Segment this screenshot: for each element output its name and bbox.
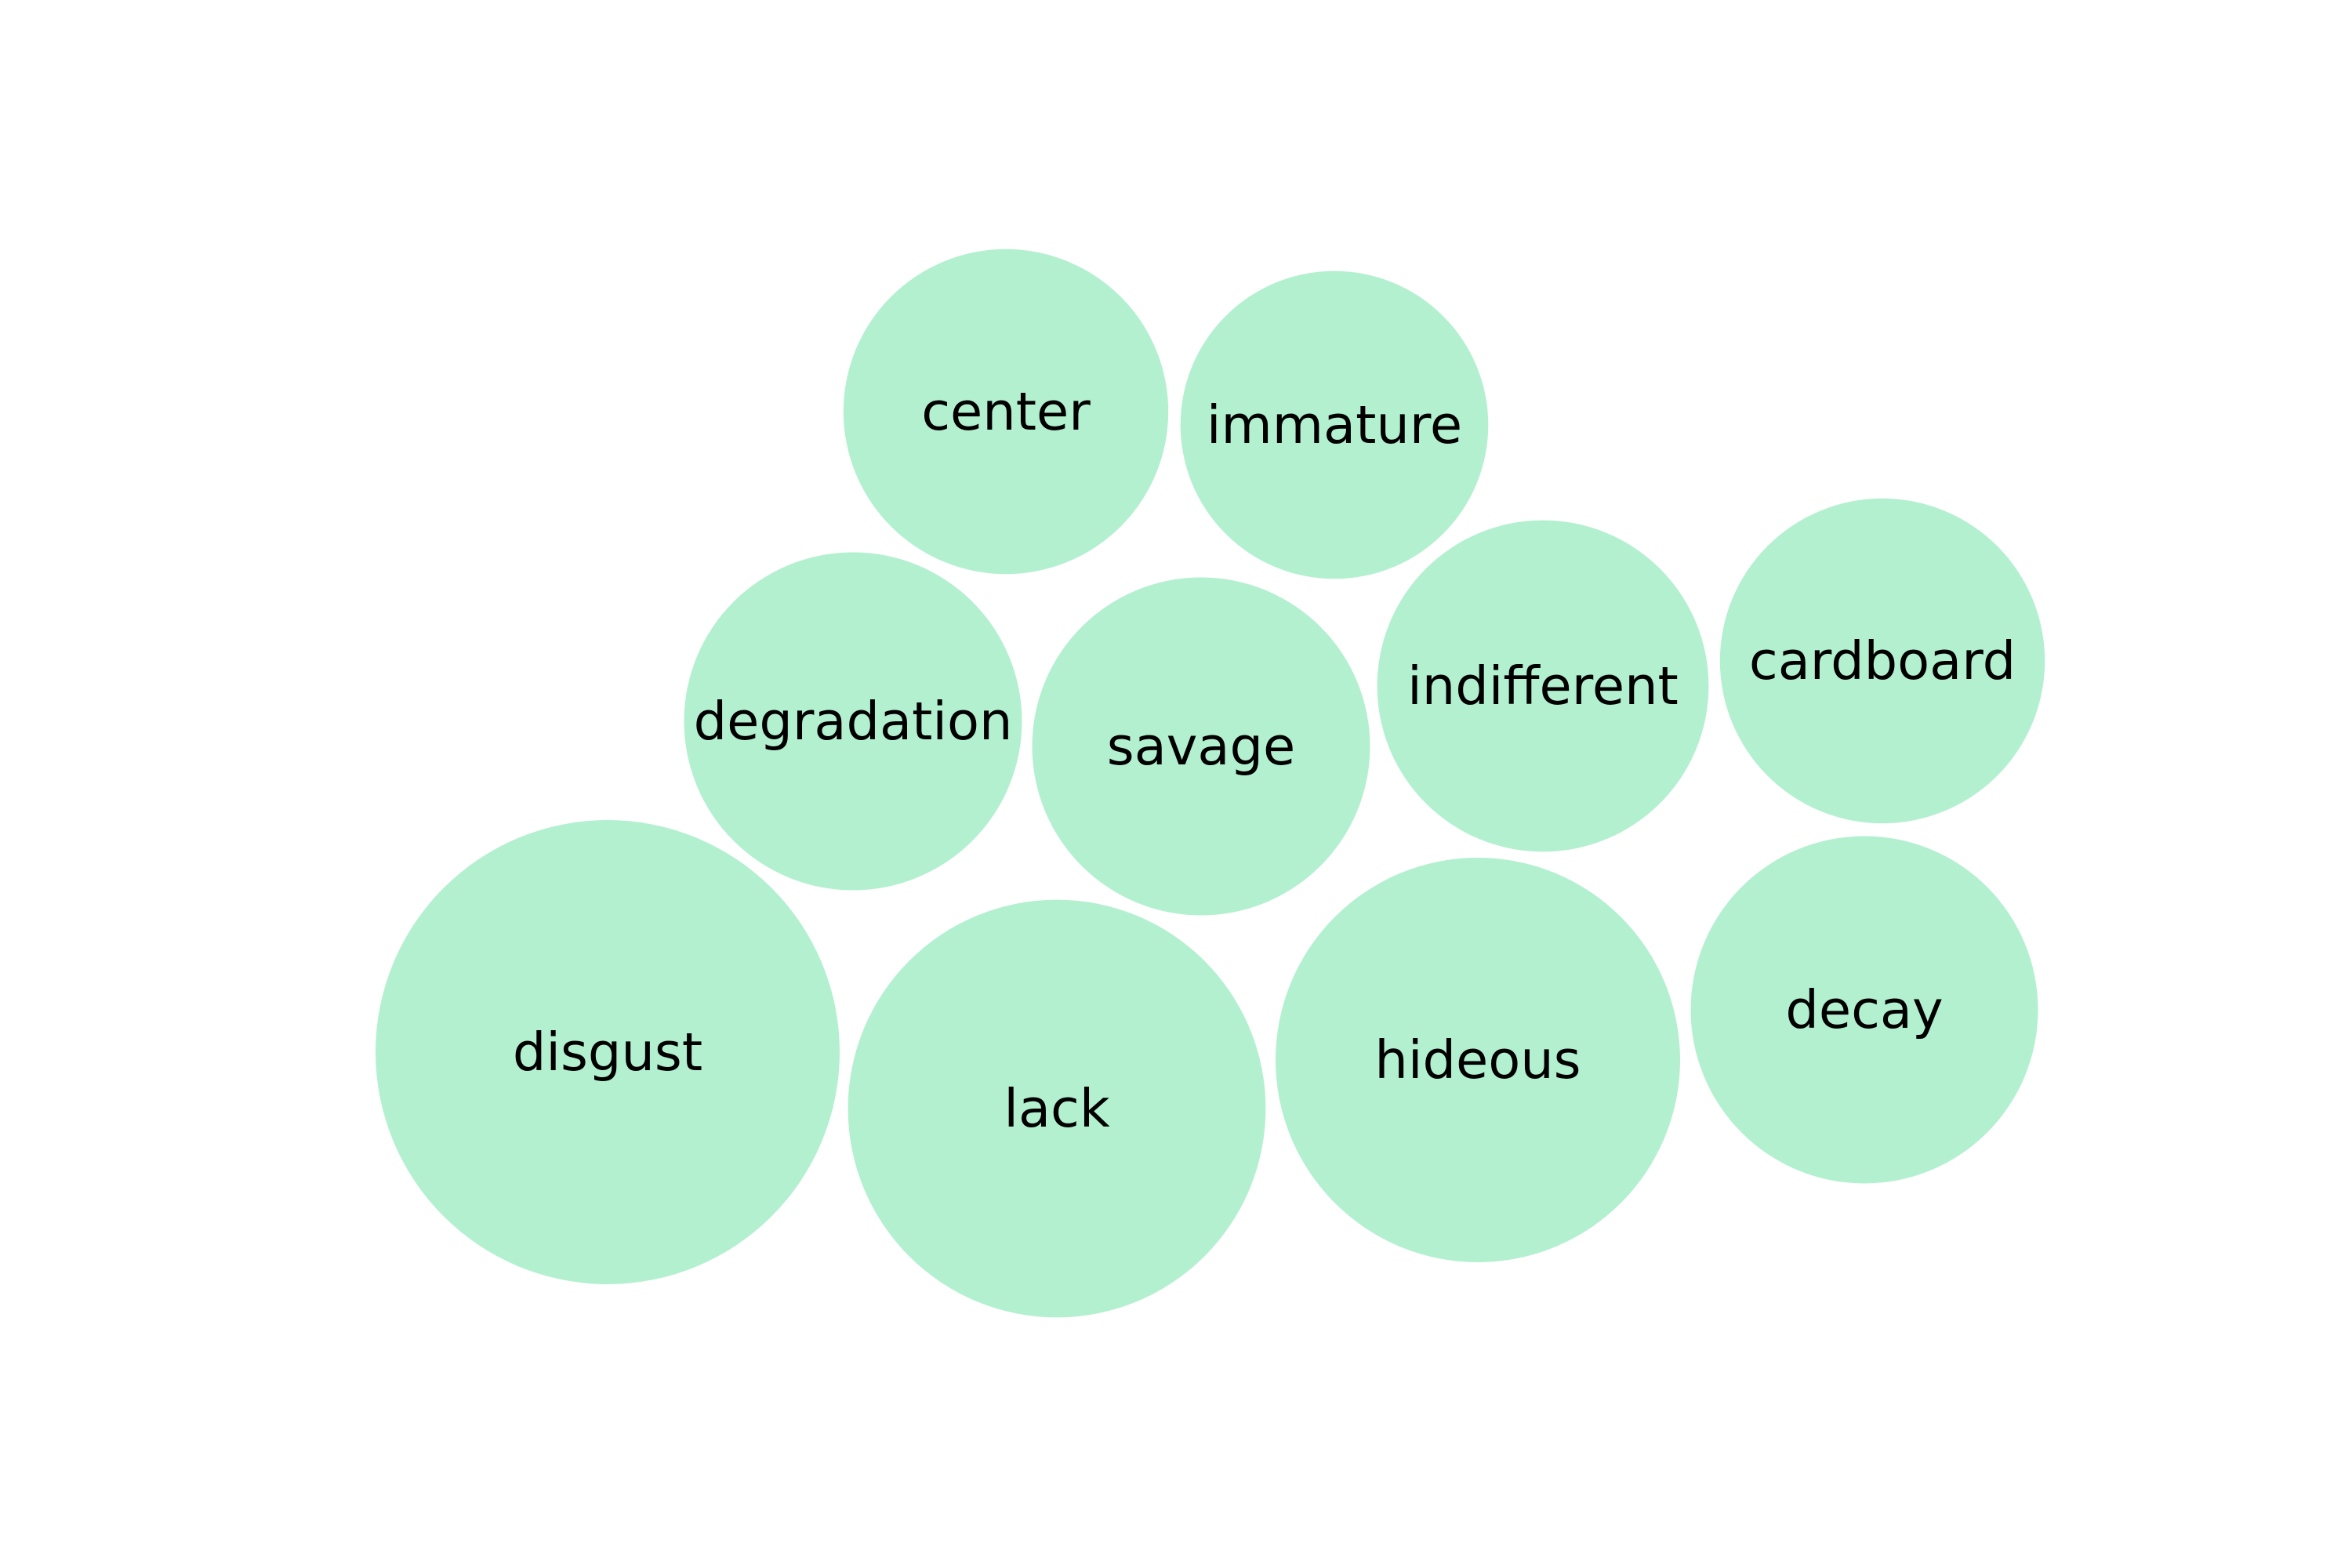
bubble-label-disgust: disgust <box>513 1022 702 1083</box>
bubble-hideous: hideous <box>1276 858 1680 1262</box>
bubble-label-hideous: hideous <box>1374 1029 1581 1091</box>
bubble-circle-center <box>843 249 1169 575</box>
bubble-circle-hideous <box>1276 858 1680 1262</box>
bubble-savage: savage <box>1032 577 1370 916</box>
bubble-cardboard: cardboard <box>1719 498 2045 824</box>
bubble-circle-savage <box>1032 577 1370 916</box>
bubble-circle-indifferent <box>1377 520 1709 852</box>
bubble-circle-lack <box>848 899 1266 1318</box>
bubble-label-savage: savage <box>1107 716 1295 777</box>
bubble-disgust: disgust <box>376 820 840 1284</box>
bubble-indifferent: indifferent <box>1377 520 1709 852</box>
bubble-label-lack: lack <box>1004 1078 1110 1139</box>
bubble-label-center: center <box>921 381 1091 442</box>
bubble-label-immature: immature <box>1207 394 1462 456</box>
bubble-center: center <box>843 249 1169 575</box>
bubble-label-cardboard: cardboard <box>1749 630 2016 691</box>
bubble-circle-degradation <box>684 552 1022 891</box>
bubble-lack: lack <box>848 899 1266 1318</box>
bubble-immature: immature <box>1180 270 1489 579</box>
bubble-decay: decay <box>1690 836 2038 1184</box>
bubble-circle-disgust <box>376 820 840 1284</box>
bubble-degradation: degradation <box>684 552 1022 891</box>
bubble-label-indifferent: indifferent <box>1407 655 1679 717</box>
bubble-circle-decay <box>1690 836 2038 1184</box>
bubble-label-degradation: degradation <box>694 691 1013 752</box>
bubble-circle-immature <box>1180 270 1489 579</box>
bubble-label-decay: decay <box>1785 979 1943 1040</box>
bubble-circle-cardboard <box>1719 498 2045 824</box>
